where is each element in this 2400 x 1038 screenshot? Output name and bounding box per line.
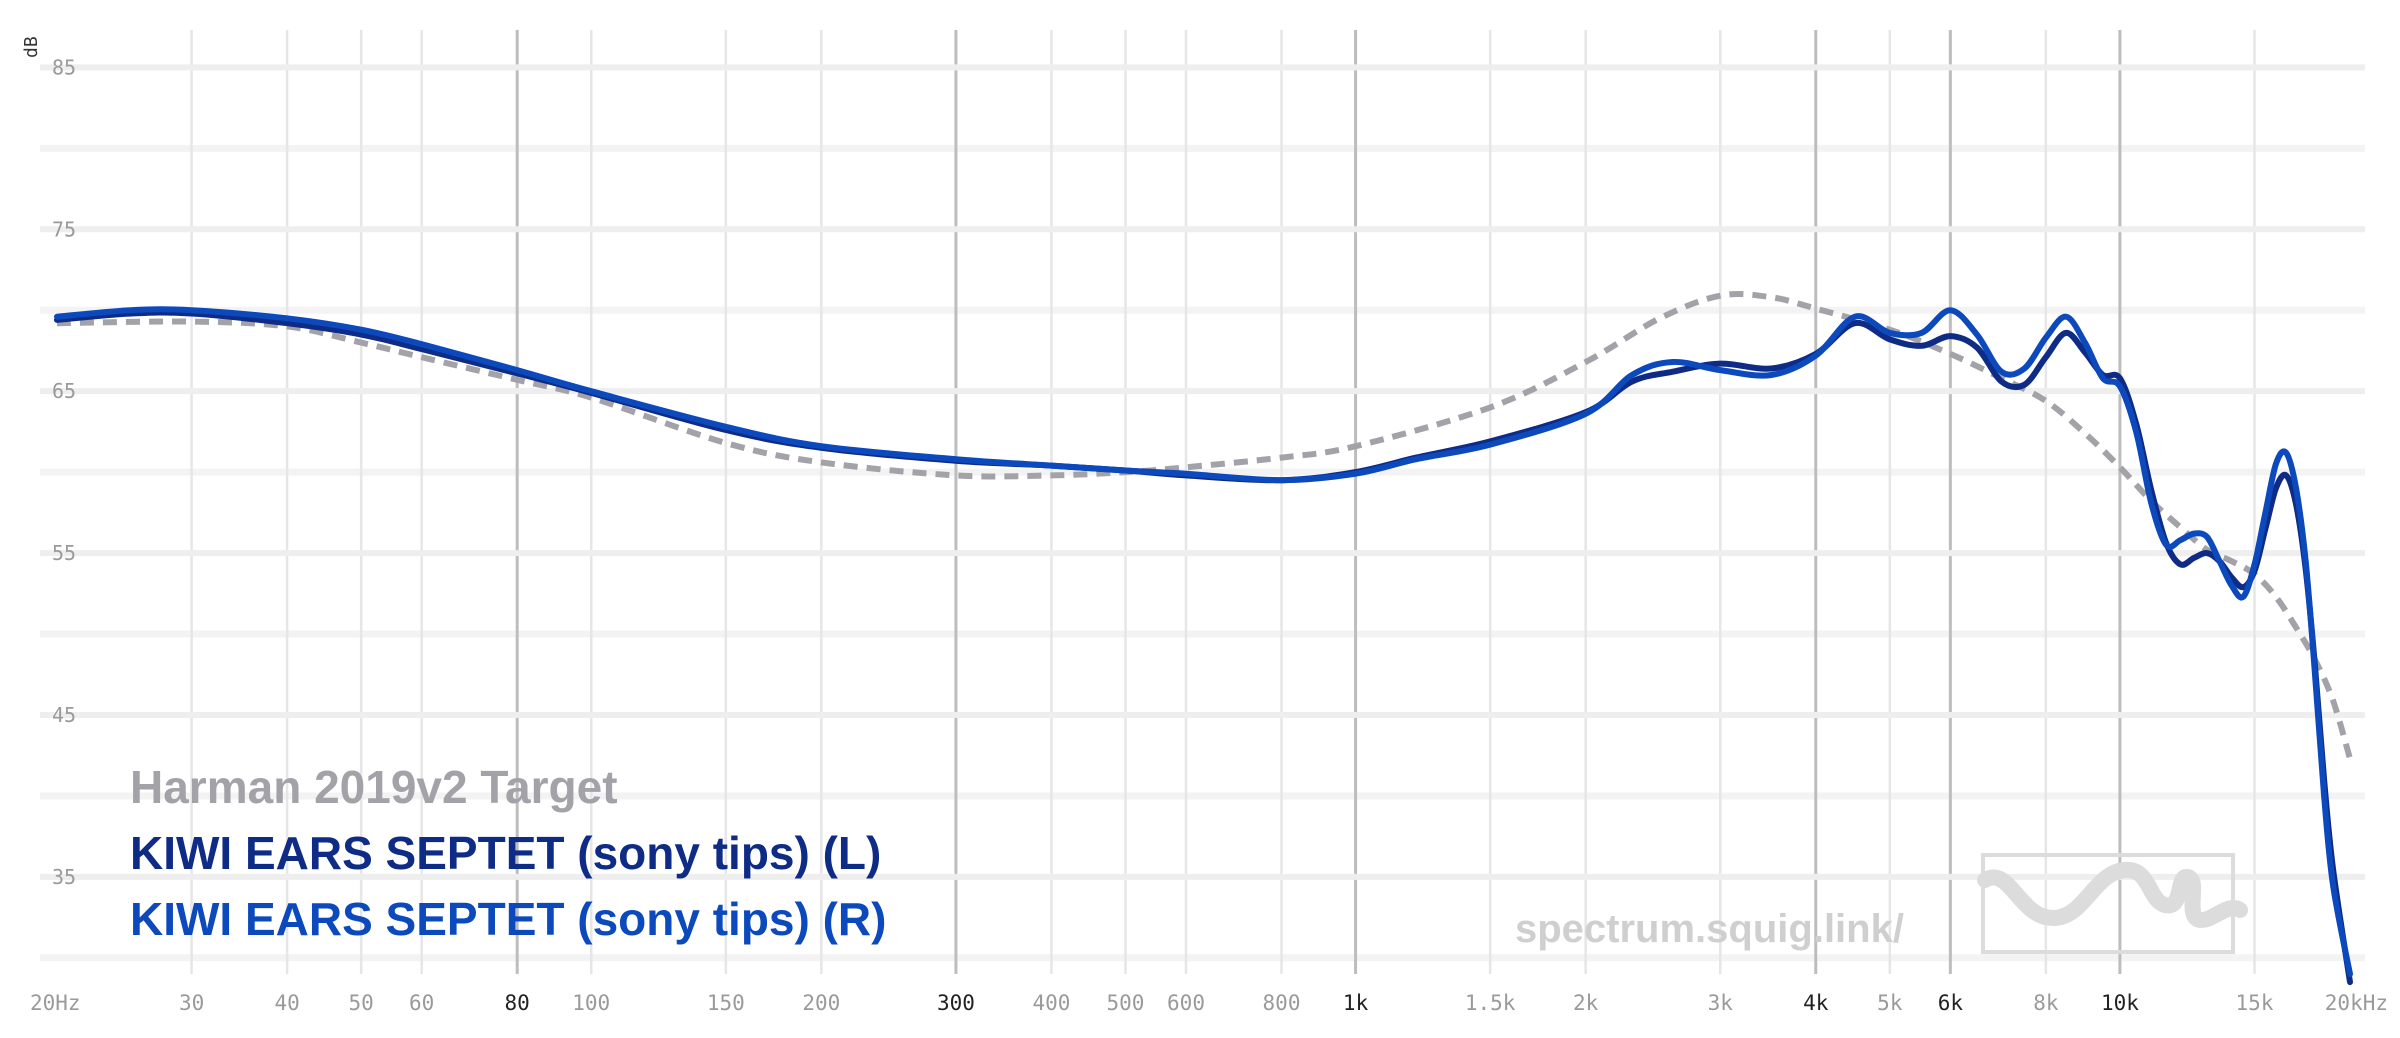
x-tick-label: 200: [802, 991, 840, 1015]
x-tick-label: 600: [1167, 991, 1205, 1015]
x-tick-label: 1k: [1343, 991, 1369, 1015]
x-tick-label: 3k: [1708, 991, 1734, 1015]
x-tick-label: 80: [505, 991, 530, 1015]
y-axis-unit-label: dB: [21, 36, 42, 58]
right-channel-curve: [54, 306, 2353, 977]
x-tick-label: 500: [1107, 991, 1145, 1015]
legend: Harman 2019v2 Target KIWI EARS SEPTET (s…: [130, 761, 886, 945]
legend-entry-target: Harman 2019v2 Target: [130, 761, 618, 813]
x-tick-label: 100: [572, 991, 610, 1015]
x-tick-label: 20Hz: [30, 991, 81, 1015]
y-tick-label: 65: [52, 379, 76, 403]
y-tick-label: 35: [52, 865, 76, 889]
x-tick-label: 6k: [1938, 991, 1964, 1015]
x-tick-label: 2k: [1573, 991, 1599, 1015]
x-tick-label: 8k: [2033, 991, 2059, 1015]
x-tick-label: 150: [707, 991, 745, 1015]
x-tick-labels: 20Hz 30 40 50 60 80 100 150 200 300 400 500 600 800 1k…: [30, 991, 2388, 1015]
y-tick-label: 55: [52, 541, 76, 565]
watermark: spectrum.squig.link/: [1515, 853, 2248, 954]
x-tick-label: 1.5k: [1465, 991, 1516, 1015]
watermark-text: spectrum.squig.link/: [1515, 907, 1904, 951]
y-tick-label: 85: [52, 55, 76, 79]
x-tick-label: 10k: [2101, 991, 2139, 1015]
horizontal-gridlines: [40, 64, 2365, 880]
y-tick-label: 45: [52, 703, 76, 727]
x-tick-label: 5k: [1877, 991, 1903, 1015]
x-tick-label: 60: [409, 991, 434, 1015]
y-tick-label: 75: [52, 217, 76, 241]
x-tick-label: 15k: [2236, 991, 2274, 1015]
x-tick-label: 4k: [1803, 991, 1829, 1015]
x-tick-label: 50: [349, 991, 374, 1015]
vertical-gridlines: [190, 30, 2256, 974]
x-tick-label: 400: [1032, 991, 1070, 1015]
series-layer: [54, 291, 2353, 986]
legend-entry-right: KIWI EARS SEPTET (sony tips) (R): [130, 893, 886, 945]
x-tick-label: 20kHz: [2325, 991, 2388, 1015]
legend-entry-left: KIWI EARS SEPTET (sony tips) (L): [130, 827, 881, 879]
x-tick-label: 300: [937, 991, 975, 1015]
squiggle-logo-icon: [1977, 853, 2248, 954]
x-tick-label: 40: [274, 991, 299, 1015]
target-curve: [56, 291, 2353, 760]
x-tick-label: 30: [179, 991, 204, 1015]
x-tick-label: 800: [1263, 991, 1301, 1015]
y-tick-labels: 85 75 65 55 45 35: [52, 55, 76, 888]
